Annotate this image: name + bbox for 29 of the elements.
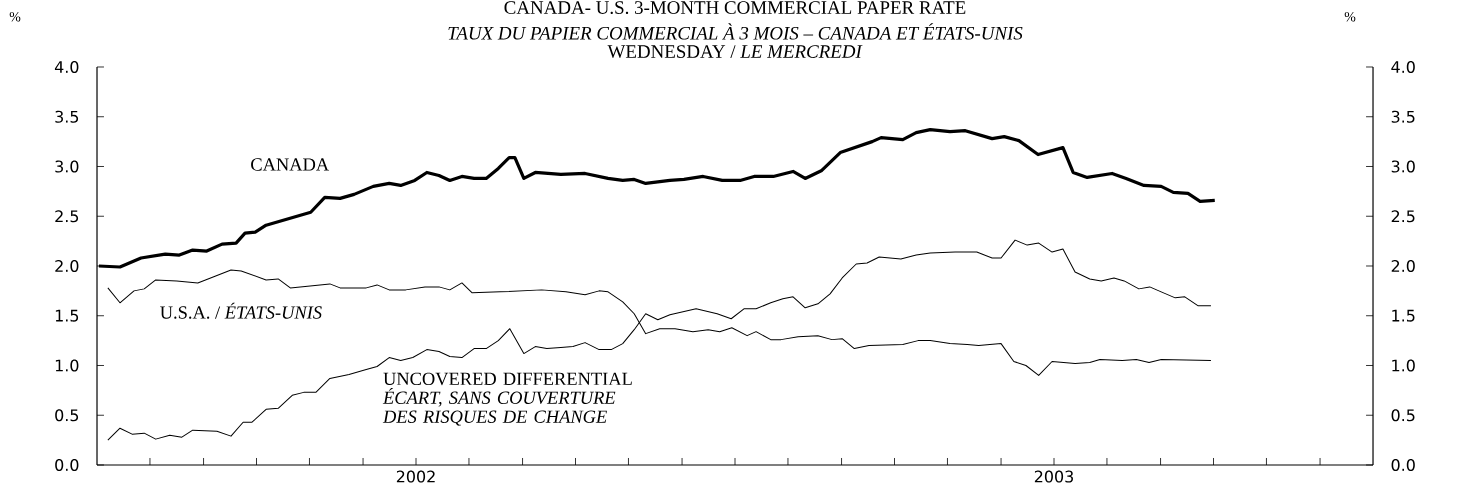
y2-tick-label: 0.0 xyxy=(1391,459,1415,472)
y-tick-label: 3.5 xyxy=(55,110,79,123)
series-label: CANADA xyxy=(251,158,330,171)
chart-subtitle: TAUX DU PAPIER COMMERCIAL À 3 MOIS – CANADA ET ÉTATS-UNIS xyxy=(448,23,1023,40)
x-tick-label: 2003 xyxy=(1034,470,1073,483)
y-tick-label: 1.5 xyxy=(55,309,79,322)
y-axis-title: % xyxy=(9,12,21,22)
y-tick-label: 4.0 xyxy=(54,61,79,74)
line-series xyxy=(107,239,1212,441)
y2-tick-label: 1.5 xyxy=(1392,309,1415,322)
y2-tick-label: 3.0 xyxy=(1391,160,1415,173)
y-tick-label: 0.0 xyxy=(55,459,79,472)
y2-tick-label: 4.0 xyxy=(1391,61,1415,74)
chart-title: CANADA- U.S. 3-MONTH COMMERCIAL PAPER RATE xyxy=(504,1,966,15)
y2-tick-label: 1.0 xyxy=(1392,359,1415,372)
y2-tick-label: 2.5 xyxy=(1391,210,1415,223)
y-tick-label: 2.5 xyxy=(55,210,79,223)
x-tick-label: 2002 xyxy=(396,470,435,483)
y-tick-label: 3.0 xyxy=(55,160,79,173)
series-label: UNCOVERED DIFFERENTIAL ÉCART, SANS COUVERTURE DES RISQUES DE CHANGE xyxy=(382,372,632,426)
y2-tick-label: 3.5 xyxy=(1391,110,1415,123)
y-tick-label: 1.0 xyxy=(55,359,79,372)
y2-tick-label: 0.5 xyxy=(1391,409,1415,422)
y2-tick-label: 2.0 xyxy=(1391,260,1415,273)
y2-axis-title: % xyxy=(1344,12,1356,22)
y-tick-label: 0.5 xyxy=(55,409,79,422)
text: WEDNESDAY / LE MERCREDI xyxy=(607,45,863,59)
y-tick-label: 2.0 xyxy=(55,260,79,273)
series-label: U.S.A. / ÉTATS-UNIS xyxy=(160,302,322,319)
